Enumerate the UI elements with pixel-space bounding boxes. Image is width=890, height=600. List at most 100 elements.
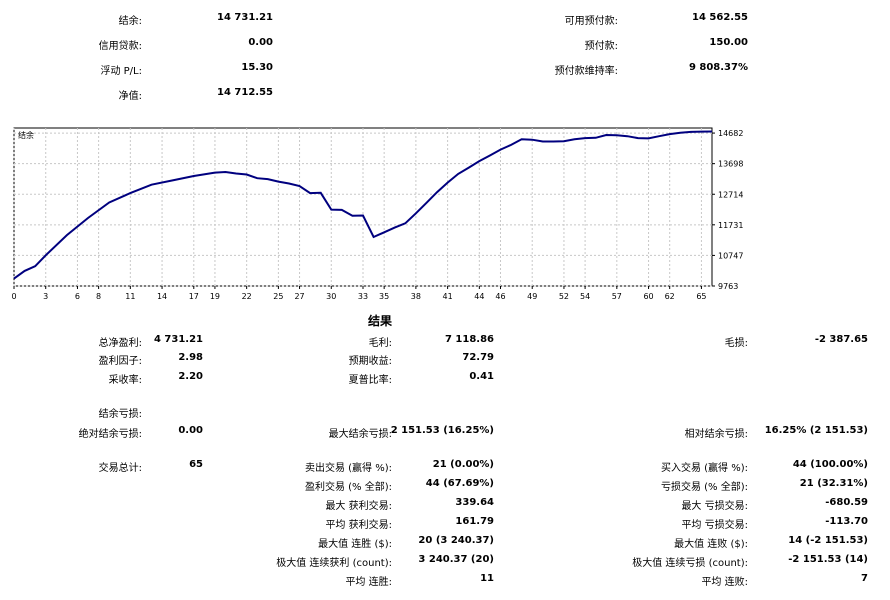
max-cons-profit-value: 3 240.37 (20) xyxy=(418,554,494,565)
margin-value: 150.00 xyxy=(709,37,748,48)
short-trades-label: 卖出交易 (赢得 %): xyxy=(304,463,392,474)
y-tick-label: 11731 xyxy=(718,221,743,230)
x-tick-label: 49 xyxy=(527,292,537,301)
avg-loss-label: 平均 亏损交易: xyxy=(681,520,748,531)
profit-factor-value: 2.98 xyxy=(178,352,203,363)
total-trades-label: 交易总计: xyxy=(98,463,142,474)
max-cons-wins-value: 20 (3 240.37) xyxy=(418,535,494,546)
x-tick-label: 30 xyxy=(326,292,336,301)
max-drawdown-value: 2 151.53 (16.25%) xyxy=(390,425,494,436)
x-tick-label: 35 xyxy=(379,292,389,301)
chart-plot-area xyxy=(13,127,713,287)
largest-loss-value: -680.59 xyxy=(825,497,868,508)
rel-drawdown-label: 相对结余亏损: xyxy=(684,429,748,440)
recovery-factor-label: 采收率: xyxy=(108,375,142,386)
profit-trades-value: 44 (67.69%) xyxy=(425,478,494,489)
floating-pl-value: 15.30 xyxy=(241,62,273,73)
y-tick-label: 12714 xyxy=(718,190,743,199)
credit-label: 信用贷款: xyxy=(98,41,142,52)
abs-drawdown-value: 0.00 xyxy=(178,425,203,436)
x-tick-label: 57 xyxy=(612,292,622,301)
x-tick-label: 25 xyxy=(273,292,283,301)
x-tick-label: 54 xyxy=(580,292,590,301)
long-trades-value: 44 (100.00%) xyxy=(792,459,868,470)
chart-x-axis: 0 3 6 8 11 14 17 19 22 25 27 30 33 35 38 41 44 46 49 52 54 57… xyxy=(11,286,707,301)
x-tick-label: 19 xyxy=(210,292,220,301)
recovery-factor-value: 2.20 xyxy=(178,371,203,382)
x-tick-label: 0 xyxy=(11,292,16,301)
avg-cons-wins-label: 平均 连胜: xyxy=(345,577,392,588)
x-tick-label: 44 xyxy=(474,292,484,301)
x-tick-label: 33 xyxy=(358,292,368,301)
free-margin-value: 14 562.55 xyxy=(692,12,748,23)
gross-profit-value: 7 118.86 xyxy=(444,334,494,345)
gross-profit-label: 毛利: xyxy=(368,338,392,349)
balance-line xyxy=(13,130,713,280)
y-tick-label: 10747 xyxy=(718,251,743,260)
max-cons-loss-value: -2 151.53 (14) xyxy=(788,554,868,565)
profit-trades-label: 盈利交易 (% 全部): xyxy=(304,482,392,493)
loss-trades-label: 亏损交易 (% 全部): xyxy=(660,482,748,493)
chart-title: 结余 xyxy=(18,130,34,140)
balance-value: 14 731.21 xyxy=(217,12,273,23)
x-tick-label: 14 xyxy=(157,292,167,301)
rel-drawdown-value: 16.25% (2 151.53) xyxy=(764,425,868,436)
expected-payoff-label: 预期收益: xyxy=(348,356,392,367)
avg-cons-losses-label: 平均 连败: xyxy=(701,577,748,588)
x-tick-label: 41 xyxy=(443,292,453,301)
avg-profit-value: 161.79 xyxy=(455,516,494,527)
short-trades-value: 21 (0.00%) xyxy=(432,459,494,470)
avg-cons-wins-value: 11 xyxy=(480,573,494,584)
abs-drawdown-label: 绝对结余亏损: xyxy=(78,429,142,440)
margin-level-value: 9 808.37% xyxy=(688,62,748,73)
balance-chart: 结余 9763 10747 11731 12714 13698 14682 0 3 6 8 11 1… xyxy=(11,127,743,301)
max-cons-losses-value: 14 (-2 151.53) xyxy=(788,535,868,546)
results-title: 结果 xyxy=(368,314,393,328)
avg-profit-label: 平均 获利交易: xyxy=(325,520,392,531)
credit-value: 0.00 xyxy=(248,37,273,48)
x-tick-label: 46 xyxy=(495,292,505,301)
total-trades-value: 65 xyxy=(189,459,203,470)
margin-level-label: 预付款维持率: xyxy=(554,66,618,77)
avg-loss-value: -113.70 xyxy=(825,516,868,527)
x-tick-label: 6 xyxy=(75,292,80,301)
sharpe-ratio-value: 0.41 xyxy=(469,371,494,382)
chart-y-axis: 9763 10747 11731 12714 13698 14682 xyxy=(712,129,743,291)
max-cons-loss-label: 极大值 连续亏损 (count): xyxy=(632,558,748,569)
balance-label: 结余: xyxy=(118,16,142,27)
x-tick-label: 65 xyxy=(696,292,706,301)
total-net-profit-label: 总净盈利: xyxy=(98,338,142,349)
x-tick-label: 22 xyxy=(242,292,252,301)
y-tick-label: 14682 xyxy=(718,129,743,138)
max-cons-losses-label: 最大值 连败 ($): xyxy=(674,539,748,550)
largest-profit-label: 最大 获利交易: xyxy=(325,501,392,512)
floating-pl-label: 浮动 P/L: xyxy=(100,66,142,77)
largest-profit-value: 339.64 xyxy=(455,497,494,508)
x-tick-label: 38 xyxy=(411,292,421,301)
equity-label: 净值: xyxy=(118,91,142,102)
balance-drawdown-label: 结余亏损: xyxy=(98,409,142,420)
loss-trades-value: 21 (32.31%) xyxy=(799,478,868,489)
x-tick-label: 3 xyxy=(43,292,48,301)
y-tick-label: 13698 xyxy=(718,160,743,169)
expected-payoff-value: 72.79 xyxy=(462,352,494,363)
x-tick-label: 11 xyxy=(125,292,135,301)
long-trades-label: 买入交易 (赢得 %): xyxy=(660,463,748,474)
free-margin-label: 可用预付款: xyxy=(564,16,618,27)
profit-factor-label: 盈利因子: xyxy=(98,356,142,367)
gross-loss-value: -2 387.65 xyxy=(814,334,868,345)
max-cons-profit-label: 极大值 连续获利 (count): xyxy=(276,558,392,569)
x-tick-label: 17 xyxy=(189,292,199,301)
x-tick-label: 52 xyxy=(559,292,569,301)
sharpe-ratio-label: 夏普比率: xyxy=(348,375,392,386)
total-net-profit-value: 4 731.21 xyxy=(153,334,203,345)
x-tick-label: 8 xyxy=(96,292,101,301)
x-tick-label: 60 xyxy=(643,292,653,301)
y-tick-label: 9763 xyxy=(718,282,738,291)
margin-label: 预付款: xyxy=(584,41,618,52)
avg-cons-losses-value: 7 xyxy=(861,573,868,584)
max-drawdown-label: 最大结余亏损: xyxy=(328,429,392,440)
x-tick-label: 27 xyxy=(294,292,304,301)
x-tick-label: 62 xyxy=(665,292,675,301)
gross-loss-label: 毛损: xyxy=(724,338,748,349)
